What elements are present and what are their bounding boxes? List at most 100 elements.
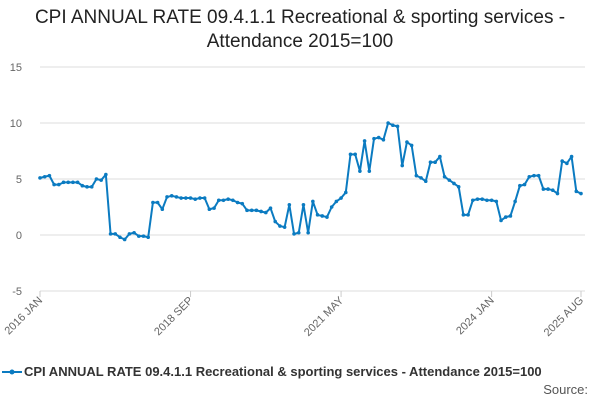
data-point: [75, 180, 80, 185]
data-point: [428, 160, 433, 164]
data-point: [80, 183, 85, 188]
data-point: [160, 207, 165, 212]
data-point: [508, 214, 513, 218]
data-point: [165, 195, 169, 199]
data-point: [433, 160, 437, 164]
data-point: [461, 213, 466, 217]
data-point: [57, 182, 61, 187]
data-point: [155, 200, 160, 205]
data-point: [146, 235, 150, 240]
data-point: [485, 198, 489, 203]
data-point: [419, 176, 423, 180]
data-point: [174, 195, 179, 199]
data-point: [47, 173, 52, 178]
y-tick-label: 5: [16, 174, 22, 186]
data-point: [550, 188, 555, 192]
data-point: [405, 140, 409, 144]
chart-title: CPI ANNUAL RATE 09.4.1.1 Recreational & …: [34, 7, 566, 52]
data-point: [301, 202, 306, 207]
data-point: [339, 196, 343, 200]
data-point: [358, 169, 362, 173]
x-tick-label: 2025 AUG: [542, 295, 586, 339]
data-point: [231, 198, 235, 203]
data-point: [38, 176, 42, 180]
data-point: [99, 178, 103, 182]
data-point: [212, 206, 216, 210]
legend[interactable]: CPI ANNUAL RATE 09.4.1.1 Recreational & …: [2, 364, 542, 379]
data-point: [264, 210, 268, 215]
data-point: [438, 154, 442, 159]
x-tick-label: 2024 JAN: [454, 295, 497, 338]
legend-label: CPI ANNUAL RATE 09.4.1.1 Recreational & …: [24, 364, 542, 379]
data-point: [42, 174, 47, 179]
data-point: [179, 196, 183, 200]
data-point: [471, 198, 475, 203]
data-point: [113, 232, 118, 236]
source-label: Source:: [543, 382, 588, 397]
data-point: [555, 191, 560, 196]
data-point: [532, 173, 536, 178]
data-point: [409, 143, 414, 148]
data-point: [348, 152, 353, 157]
x-tick-label: 2018 SEP: [152, 295, 196, 339]
data-point: [66, 180, 71, 185]
data-point: [226, 197, 230, 201]
data-point: [353, 152, 357, 157]
data-point: [198, 196, 202, 200]
data-point: [442, 174, 447, 179]
data-point: [447, 178, 452, 182]
data-point: [268, 206, 273, 210]
data-point: [362, 139, 367, 143]
series-line: [39, 122, 582, 241]
data-point: [273, 219, 278, 224]
data-point: [503, 215, 508, 219]
data-point: [221, 198, 226, 203]
data-point: [414, 173, 419, 178]
data-point: [518, 183, 522, 188]
data-point: [541, 187, 546, 191]
data-point: [245, 208, 249, 213]
data-point: [480, 197, 485, 201]
data-point: [292, 232, 296, 236]
data-point: [320, 214, 325, 218]
data-point: [400, 163, 405, 168]
data-point: [494, 199, 499, 204]
data-point: [89, 185, 94, 189]
data-point: [452, 181, 456, 186]
data-point: [315, 213, 320, 217]
data-point: [249, 208, 254, 213]
data-point: [372, 136, 376, 141]
data-point: [376, 135, 381, 140]
data-point: [574, 189, 579, 194]
data-point: [536, 173, 541, 178]
data-point: [188, 196, 193, 200]
data-point: [466, 213, 470, 217]
data-point: [108, 232, 113, 236]
data-point: [334, 199, 339, 204]
data-point: [475, 197, 480, 201]
data-point: [522, 182, 527, 187]
data-point: [325, 215, 329, 219]
data-point: [306, 230, 310, 235]
data-point: [61, 180, 66, 185]
data-point: [560, 159, 564, 163]
legend-marker-icon: [2, 369, 22, 374]
data-point: [136, 234, 141, 238]
data-point: [94, 177, 99, 181]
x-tick-label: 2016 JAN: [2, 295, 45, 338]
data-point: [489, 198, 494, 203]
data-point: [193, 197, 198, 201]
data-point: [367, 169, 372, 173]
data-point: [122, 237, 127, 242]
data-point: [565, 161, 569, 166]
data-point: [513, 199, 517, 204]
data-point: [240, 201, 245, 206]
data-point: [169, 194, 174, 198]
data-point: [235, 200, 240, 205]
data-point: [569, 154, 574, 159]
x-tick-label: 2021 MAY: [302, 294, 347, 339]
data-point: [127, 232, 132, 236]
data-point: [311, 199, 315, 204]
data-point: [141, 234, 146, 238]
data-point: [423, 179, 428, 184]
